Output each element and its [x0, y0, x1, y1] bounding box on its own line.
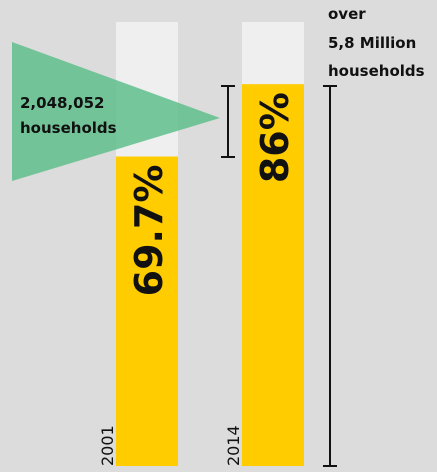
difference-households-label: households: [20, 119, 117, 137]
bars-group: 69.7% 2001 86% 2014: [98, 22, 304, 467]
bar-2001: [116, 156, 178, 467]
total-annotation-households: households: [328, 62, 425, 80]
difference-bracket: [221, 85, 235, 158]
category-label-2001: 2001: [98, 425, 117, 466]
total-annotation-amount: 5,8 Million: [328, 34, 416, 52]
value-label-2014: 86%: [253, 92, 297, 183]
difference-households-count: 2,048,052: [20, 94, 104, 112]
category-label-2014: 2014: [224, 425, 243, 466]
bar-2014: [242, 84, 304, 466]
total-annotation-over: over: [328, 5, 366, 23]
difference-arrow-shape: [12, 42, 220, 181]
value-label-2001: 69.7%: [127, 165, 171, 297]
total-bracket: [323, 85, 337, 467]
